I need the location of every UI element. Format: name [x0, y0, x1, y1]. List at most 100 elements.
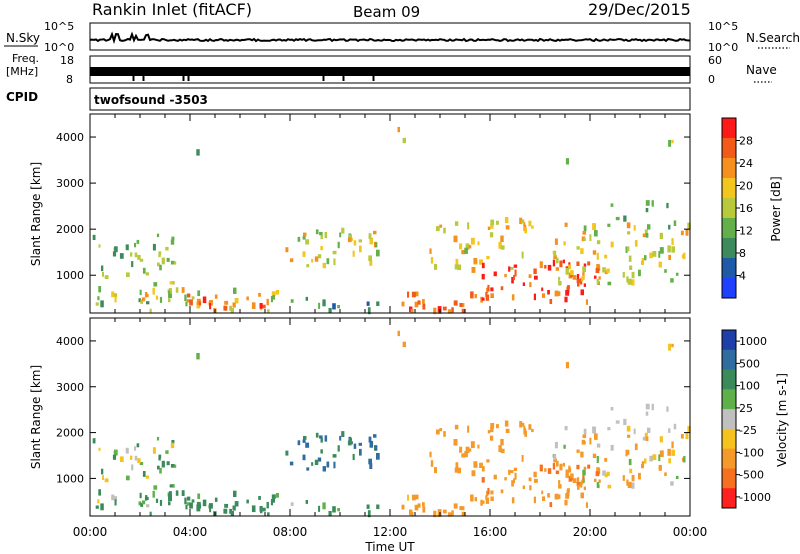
- velocity-cell: [468, 448, 472, 452]
- power-cell: [332, 303, 336, 310]
- power-cell: [565, 267, 569, 275]
- power-cell: [156, 233, 160, 238]
- velocity-cell: [113, 496, 118, 501]
- velocity-cell: [414, 504, 419, 511]
- velocity-cell: [576, 482, 581, 487]
- power-cell: [504, 217, 509, 224]
- power-cell: [92, 234, 96, 240]
- power-cell: [114, 296, 117, 303]
- velocity-cell: [185, 504, 188, 510]
- power-cell: [137, 254, 141, 260]
- power-cell: [566, 286, 570, 293]
- power-cell: [670, 278, 674, 283]
- velocity-cell: [326, 461, 330, 468]
- velocity-cell: [645, 411, 649, 416]
- nave-trace: [90, 67, 690, 81]
- velocity-cell: [459, 446, 463, 452]
- velocity-cell: [353, 443, 357, 449]
- power-cell: [564, 222, 568, 227]
- power-cell: [647, 224, 651, 230]
- power-cell: [638, 269, 641, 277]
- power-cell: [197, 290, 201, 296]
- power-cell: [461, 308, 466, 314]
- power-cell: [659, 232, 663, 239]
- power-cell: [602, 267, 606, 273]
- velocity-cell: [596, 467, 600, 472]
- velocity-cell: [554, 441, 558, 449]
- velocity-cell: [673, 423, 677, 430]
- freq-unit: [MHz]: [6, 65, 38, 78]
- power-cell: [554, 290, 559, 297]
- power-cell: [585, 299, 588, 305]
- velocity-cell: [439, 428, 443, 432]
- power-cell: [229, 305, 232, 311]
- velocity-cell: [519, 421, 523, 428]
- velocity-cell: [534, 478, 538, 483]
- power-cell: [136, 239, 140, 244]
- velocity-cell: [367, 510, 371, 518]
- power-cell: [297, 236, 301, 242]
- velocity-cell: [552, 462, 556, 470]
- velocity-cell: [592, 453, 597, 458]
- velocity-cell: [168, 491, 172, 497]
- velocity-cell: [577, 484, 580, 490]
- power-cell: [680, 230, 684, 236]
- power-cell: [489, 232, 494, 238]
- power-cell: [596, 264, 600, 269]
- power-cell: [234, 298, 239, 304]
- velocity-cell: [610, 407, 614, 411]
- velocity-cell: [101, 468, 104, 475]
- power-cell: [169, 281, 174, 285]
- power-cell: [487, 284, 490, 292]
- velocity-cell: [582, 478, 585, 483]
- velocity-cell: [500, 438, 504, 446]
- power-cell: [626, 246, 630, 252]
- velocity-cell: [100, 503, 104, 511]
- velocity-cell: [604, 458, 608, 462]
- power-cell: [607, 281, 612, 286]
- power-cell: [671, 238, 674, 245]
- velocity-colorbar-label: Velocity [m s-1]: [775, 373, 789, 467]
- power-cell: [659, 247, 664, 254]
- velocity-cell: [173, 464, 177, 468]
- velocity-cell: [142, 471, 146, 477]
- velocity-cell: [447, 512, 452, 517]
- velocity-cell: [470, 494, 474, 502]
- velocity-cell: [184, 497, 187, 505]
- velocity-cell: [556, 460, 559, 467]
- velocity-cell: [583, 428, 587, 435]
- velocity-colorbar-swatch: [722, 330, 736, 351]
- velocity-cell: [457, 467, 461, 474]
- velocity-cell: [544, 468, 547, 472]
- velocity-cell: [333, 461, 336, 469]
- station-title: Rankin Inlet (fitACF): [92, 0, 252, 19]
- velocity-cell: [659, 436, 663, 443]
- velocity-cell: [496, 424, 499, 429]
- velocity-cell: [349, 437, 352, 441]
- velocity-cell: [229, 508, 232, 514]
- power-cell: [159, 296, 163, 303]
- power-cell: [658, 251, 661, 258]
- power-cell: [175, 287, 179, 293]
- velocity-colorbar-label: 100: [739, 380, 760, 393]
- velocity-colorbar-label: 25: [739, 402, 753, 415]
- power-cell: [562, 259, 565, 264]
- velocity-cell: [562, 462, 565, 467]
- power-cell: [581, 236, 585, 242]
- velocity-cell: [670, 481, 674, 486]
- velocity-cell: [159, 467, 162, 474]
- power-cell: [166, 257, 170, 262]
- y-tick-label: 3000: [56, 177, 84, 190]
- power-cell: [568, 262, 571, 266]
- velocity-cell: [487, 488, 490, 495]
- velocity-cell: [652, 454, 657, 461]
- velocity-cell: [166, 461, 170, 466]
- velocity-cell: [658, 454, 661, 462]
- power-cell: [565, 158, 569, 165]
- velocity-cell: [602, 470, 606, 476]
- velocity-cell: [638, 472, 641, 480]
- power-cell: [186, 293, 191, 298]
- velocity-cell: [576, 477, 580, 483]
- power-cell: [583, 237, 586, 241]
- velocity-cell: [459, 449, 463, 453]
